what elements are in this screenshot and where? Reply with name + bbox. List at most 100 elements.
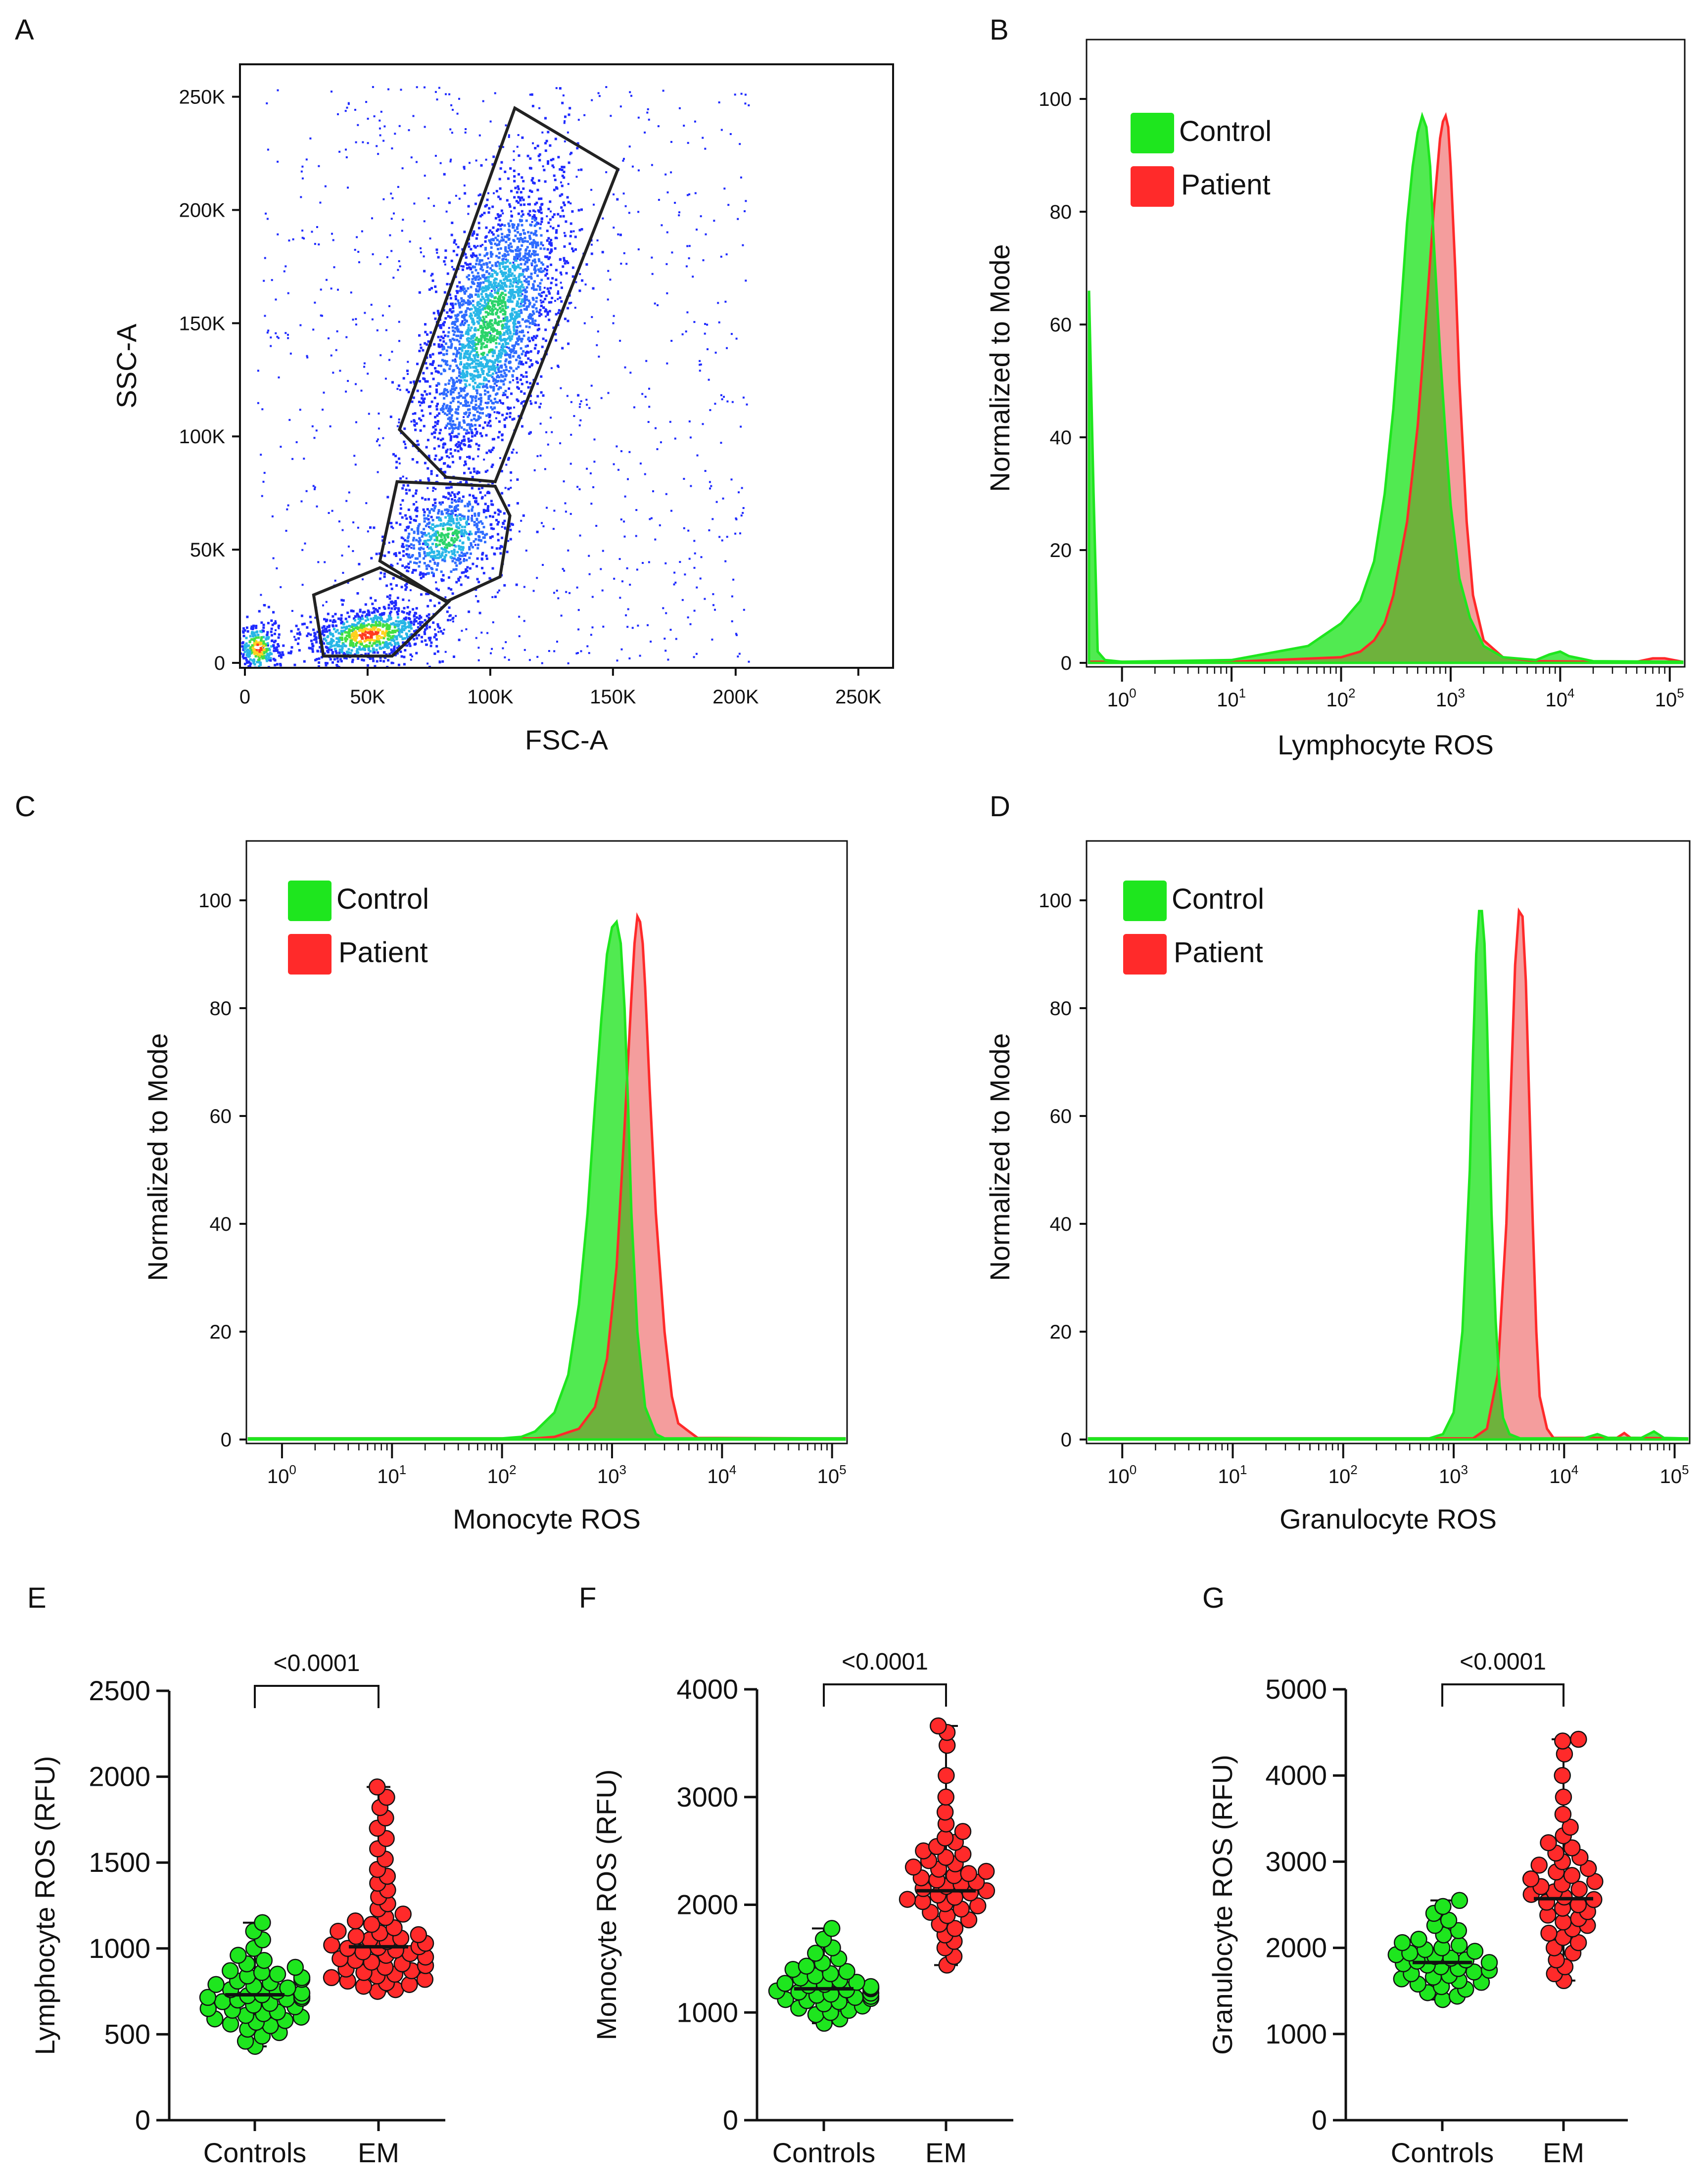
event-dot [424,342,426,345]
event-dot [393,601,396,604]
event-dot [519,248,522,251]
event-dot [504,425,506,428]
event-dot [474,357,476,360]
event-dot [374,631,377,634]
event-dot [508,658,510,661]
event-dot [287,651,290,654]
event-dot [482,316,485,319]
event-dot [482,372,484,375]
event-dot [492,304,495,307]
event-dot [559,194,562,197]
event-dot [456,319,459,322]
event-dot [547,162,549,165]
event-dot [502,282,505,285]
event-dot [544,255,547,258]
event-dot [437,312,440,315]
event-dot [470,346,472,349]
event-dot [303,622,306,625]
event-dot [413,423,416,426]
event-dot [406,526,409,529]
event-dot [347,380,349,382]
event-dot [516,386,519,389]
event-dot [748,104,750,106]
event-dot [450,517,453,519]
event-dot [312,328,315,331]
event-dot [506,306,509,309]
event-dot [505,285,508,288]
event-dot [418,523,421,526]
event-dot [494,378,497,381]
event-dot [570,302,572,304]
event-dot [552,158,555,161]
event-dot [745,279,747,282]
event-dot [448,405,451,408]
event-dot [499,332,502,335]
event-dot [462,495,465,498]
event-dot [482,426,485,429]
event-dot [388,359,390,361]
event-dot [301,549,304,551]
event-dot [364,603,367,606]
event-dot [363,640,366,643]
event-dot [544,328,547,331]
event-dot [693,566,696,569]
event-dot [740,514,743,517]
event-dot [451,559,454,562]
event-dot [446,465,449,468]
event-dot [468,300,471,303]
event-dot [465,411,468,414]
event-dot [398,421,400,423]
event-dot [478,539,481,542]
event-dot [499,310,502,313]
event-dot [423,514,426,517]
event-dot [535,223,538,226]
event-dot [486,198,489,201]
event-dot [498,342,501,345]
event-dot [516,304,519,307]
event-dot [560,181,562,184]
event-dot [492,527,495,530]
event-dot [559,271,562,274]
event-dot [389,642,392,645]
event-dot [449,481,452,484]
event-dot [493,411,496,414]
event-dot [496,292,499,295]
event-dot [463,319,466,322]
event-dot [323,391,325,394]
event-dot [534,261,537,264]
event-dot [412,413,414,415]
event-dot [418,554,421,557]
event-dot [533,280,536,283]
event-dot [469,494,471,497]
event-dot [398,418,400,420]
event-dot [373,651,376,654]
event-dot [497,228,500,231]
event-dot [536,188,539,191]
event-dot [563,259,566,262]
event-dot [472,366,475,369]
event-dot [493,335,496,338]
event-dot [368,613,371,616]
event-dot [477,227,480,230]
event-dot [508,335,511,338]
event-dot [718,101,720,103]
event-dot [502,348,505,351]
event-dot [490,465,493,468]
event-dot [495,329,498,332]
event-dot [515,342,518,345]
event-dot [402,611,405,614]
event-dot [417,622,420,625]
event-dot [493,552,496,555]
event-dot [326,662,329,665]
event-dot [499,287,502,290]
event-dot [433,534,436,537]
event-dot [451,532,454,535]
event-dot [374,608,377,611]
event-dot [474,381,477,384]
event-dot [458,368,461,371]
event-dot [465,628,468,631]
event-dot [432,621,435,624]
event-dot [349,636,352,639]
event-dot [545,309,548,312]
event-dot [352,610,355,612]
